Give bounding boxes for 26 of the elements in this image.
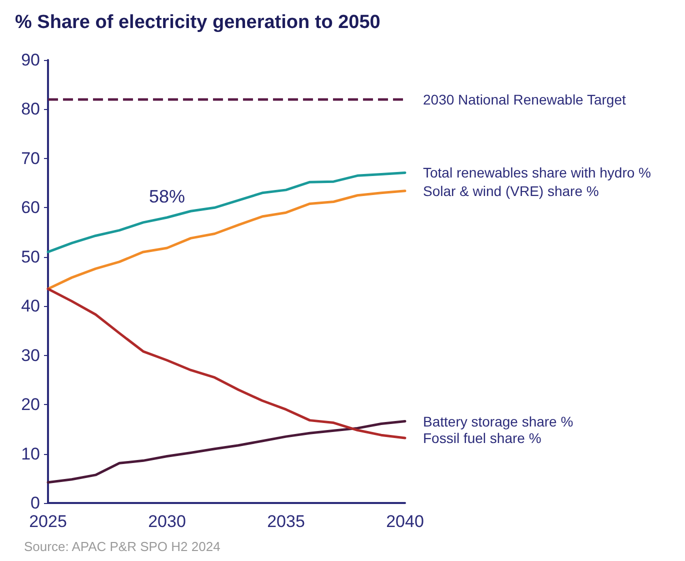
series-label: Total renewables share with hydro % bbox=[423, 164, 652, 181]
x-tick-label: 2040 bbox=[386, 512, 424, 531]
series-label: Fossil fuel share % bbox=[423, 430, 542, 446]
line-series bbox=[46, 420, 406, 484]
y-tick-label: 90 bbox=[21, 50, 40, 70]
y-tick-label: 0 bbox=[30, 494, 40, 512]
y-tick-label: 20 bbox=[21, 395, 40, 414]
line-series bbox=[46, 190, 406, 290]
source-note: Source: APAC P&R SPO H2 2024 bbox=[24, 539, 220, 554]
x-tick-label: 2030 bbox=[148, 512, 186, 531]
y-tick-label: 60 bbox=[21, 198, 40, 218]
line-series bbox=[46, 171, 406, 254]
ref-line-label: 2030 National Renewable Target bbox=[423, 91, 626, 108]
y-tick-label: 30 bbox=[21, 346, 40, 365]
y-tick-label: 50 bbox=[21, 247, 40, 266]
line-series bbox=[46, 288, 406, 440]
y-tick-label: 80 bbox=[21, 100, 40, 119]
y-tick-label: 70 bbox=[21, 148, 40, 168]
series-label: Solar & wind (VRE) share % bbox=[423, 182, 599, 199]
y-tick-label: 10 bbox=[21, 444, 40, 464]
y-tick-label: 40 bbox=[21, 296, 40, 316]
series-label: Battery storage share % bbox=[423, 413, 574, 430]
x-tick-label: 2025 bbox=[29, 512, 67, 531]
chart-title: % Share of electricity generation to 2050 bbox=[15, 12, 380, 33]
x-tick-label: 2035 bbox=[267, 512, 305, 531]
annotation: 58% bbox=[148, 186, 186, 207]
